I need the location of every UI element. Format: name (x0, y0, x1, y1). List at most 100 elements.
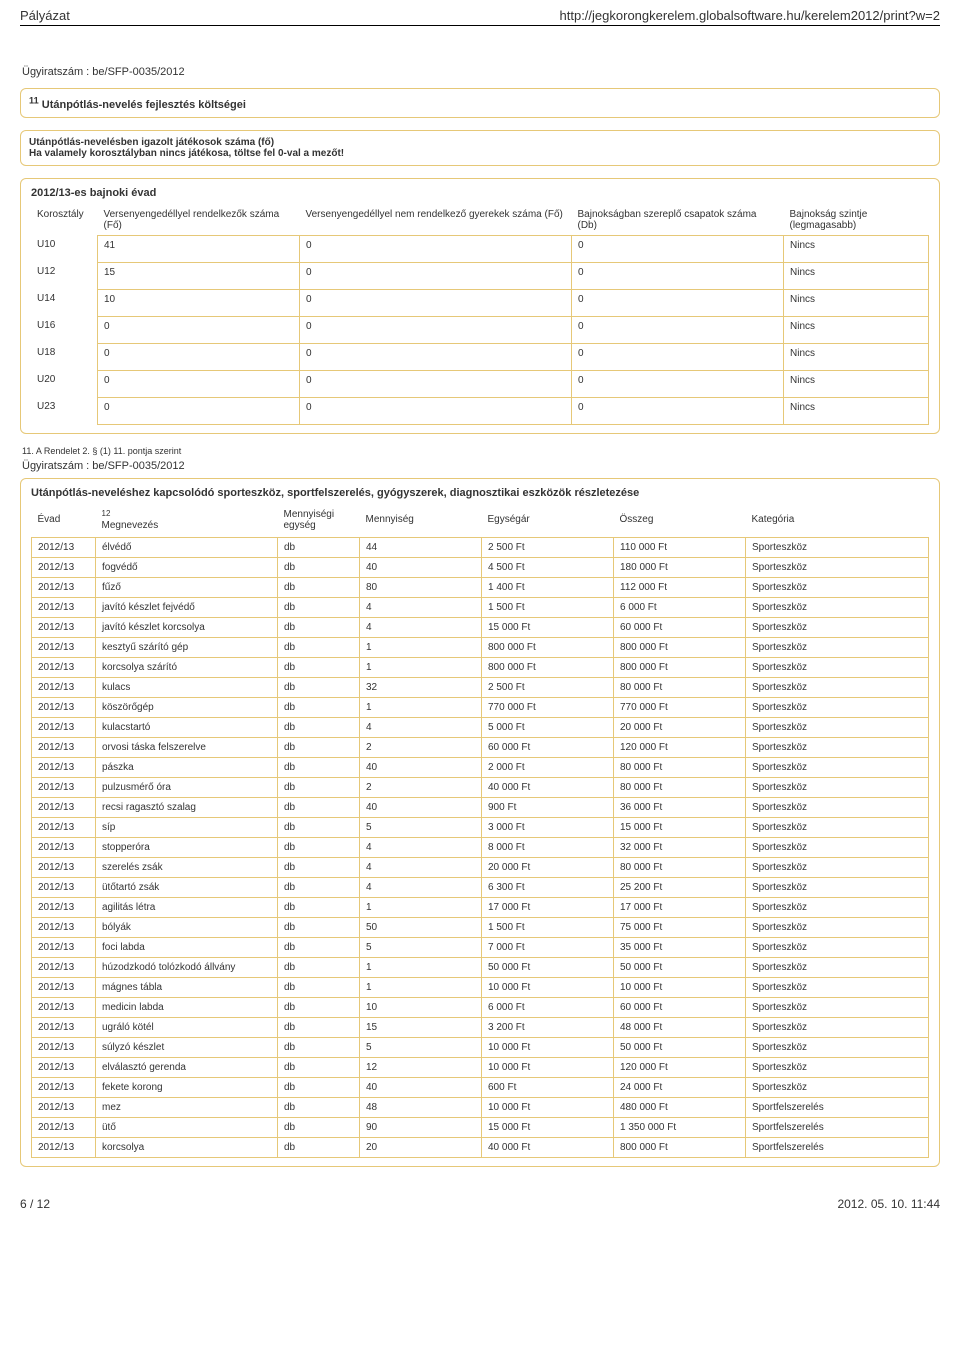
equip-cell-cat: Sporteszköz (746, 557, 929, 577)
equip-cell-qty: 40 (360, 557, 482, 577)
equip-cell-cat: Sporteszköz (746, 837, 929, 857)
table-row: 2012/13stopperóradb48 000 Ft32 000 FtSpo… (32, 837, 929, 857)
equip-cell-price: 20 000 Ft (482, 857, 614, 877)
age-th-4: Bajnokságban szereplő csapatok száma (Db… (572, 205, 784, 236)
equip-cell-evad: 2012/13 (32, 637, 96, 657)
equip-cell-name: elválasztó gerenda (96, 1057, 278, 1077)
equip-cell-price: 50 000 Ft (482, 957, 614, 977)
equip-cell-evad: 2012/13 (32, 937, 96, 957)
table-row: 2012/13korcsolyadb2040 000 Ft800 000 FtS… (32, 1137, 929, 1157)
equip-cell-qty: 12 (360, 1057, 482, 1077)
equip-cell-evad: 2012/13 (32, 657, 96, 677)
equip-cell-qty: 1 (360, 897, 482, 917)
equip-cell-qty: 15 (360, 1017, 482, 1037)
equip-cell-evad: 2012/13 (32, 917, 96, 937)
equip-cell-cat: Sporteszköz (746, 717, 929, 737)
equip-cell-sum: 20 000 Ft (614, 717, 746, 737)
age-cell-age: U14 (31, 289, 98, 316)
equip-cell-unit: db (278, 997, 360, 1017)
equip-cell-unit: db (278, 1137, 360, 1157)
table-row: 2012/13korcsolya szárítódb1800 000 Ft800… (32, 657, 929, 677)
equip-cell-cat: Sporteszköz (746, 997, 929, 1017)
equip-cell-name: ütőtartó zsák (96, 877, 278, 897)
table-row: 2012/13ütőtartó zsákdb46 300 Ft25 200 Ft… (32, 877, 929, 897)
equip-cell-unit: db (278, 677, 360, 697)
equip-th-sum: Összeg (614, 505, 746, 538)
age-cell-c: 0 (572, 262, 784, 289)
age-cell-a: 41 (98, 235, 300, 262)
equip-cell-evad: 2012/13 (32, 1097, 96, 1117)
equip-cell-name: pászka (96, 757, 278, 777)
equip-cell-evad: 2012/13 (32, 797, 96, 817)
equip-cell-qty: 1 (360, 637, 482, 657)
equip-cell-cat: Sporteszköz (746, 757, 929, 777)
equip-cell-evad: 2012/13 (32, 817, 96, 837)
equip-cell-sum: 6 000 Ft (614, 597, 746, 617)
equip-cell-cat: Sporteszköz (746, 617, 929, 637)
equip-cell-qty: 4 (360, 617, 482, 637)
equip-cell-unit: db (278, 1017, 360, 1037)
table-row: 2012/13kulacsdb322 500 Ft80 000 FtSporte… (32, 677, 929, 697)
equip-cell-qty: 2 (360, 737, 482, 757)
equip-cell-price: 10 000 Ft (482, 1037, 614, 1057)
age-cell-d: Nincs (784, 343, 929, 370)
age-cell-b: 0 (300, 343, 572, 370)
equip-cell-name: kesztyű szárító gép (96, 637, 278, 657)
equip-cell-cat: Sporteszköz (746, 1037, 929, 1057)
block1-title: Utánpótlás-nevelés fejlesztés költségei (42, 99, 246, 111)
equip-cell-evad: 2012/13 (32, 977, 96, 997)
age-cell-a: 10 (98, 289, 300, 316)
equip-cell-cat: Sporteszköz (746, 917, 929, 937)
age-cell-c: 0 (572, 397, 784, 424)
table-row: 2012/13fűződb801 400 Ft112 000 FtSportes… (32, 577, 929, 597)
equip-cell-price: 40 000 Ft (482, 1137, 614, 1157)
equip-cell-price: 8 000 Ft (482, 837, 614, 857)
equip-cell-price: 17 000 Ft (482, 897, 614, 917)
equip-cell-price: 15 000 Ft (482, 617, 614, 637)
table-row: 2012/13bólyákdb501 500 Ft75 000 FtSporte… (32, 917, 929, 937)
equip-cell-sum: 60 000 Ft (614, 997, 746, 1017)
equip-cell-unit: db (278, 977, 360, 997)
equip-cell-unit: db (278, 917, 360, 937)
equip-cell-unit: db (278, 1077, 360, 1097)
equip-cell-price: 900 Ft (482, 797, 614, 817)
equip-cell-cat: Sporteszköz (746, 1057, 929, 1077)
equip-cell-unit: db (278, 797, 360, 817)
equip-cell-price: 15 000 Ft (482, 1117, 614, 1137)
equip-cell-name: korcsolya (96, 1137, 278, 1157)
equip-cell-sum: 36 000 Ft (614, 797, 746, 817)
equip-cell-evad: 2012/13 (32, 557, 96, 577)
equip-cell-cat: Sporteszköz (746, 857, 929, 877)
equip-table: Évad 12Megnevezés Mennyiségi egység Menn… (31, 505, 929, 1158)
age-cell-age: U18 (31, 343, 98, 370)
age-cell-d: Nincs (784, 262, 929, 289)
equip-cell-name: fogvédő (96, 557, 278, 577)
equip-cell-evad: 2012/13 (32, 737, 96, 757)
table-row: 2012/13élvédődb442 500 Ft110 000 FtSport… (32, 537, 929, 557)
age-th-1: Korosztály (31, 205, 98, 236)
age-th-3: Versenyengedéllyel nem rendelkező gyerek… (300, 205, 572, 236)
equip-cell-sum: 800 000 Ft (614, 657, 746, 677)
equip-cell-evad: 2012/13 (32, 1037, 96, 1057)
equip-cell-cat: Sporteszköz (746, 577, 929, 597)
equip-cell-unit: db (278, 1037, 360, 1057)
age-cell-b: 0 (300, 262, 572, 289)
equip-cell-qty: 1 (360, 977, 482, 997)
table-row: 2012/13pászkadb402 000 Ft80 000 FtSporte… (32, 757, 929, 777)
equip-cell-sum: 48 000 Ft (614, 1017, 746, 1037)
equip-cell-price: 10 000 Ft (482, 1057, 614, 1077)
block-subtitle: Utánpótlás-nevelésben igazolt játékosok … (20, 130, 940, 166)
equip-cell-sum: 120 000 Ft (614, 1057, 746, 1077)
table-row: U141000Nincs (31, 289, 929, 316)
equip-cell-name: síp (96, 817, 278, 837)
equip-cell-name: agilitás létra (96, 897, 278, 917)
equip-cell-name: fűző (96, 577, 278, 597)
equip-cell-name: ütő (96, 1117, 278, 1137)
equip-cell-name: medicin labda (96, 997, 278, 1017)
equip-cell-evad: 2012/13 (32, 877, 96, 897)
equip-cell-qty: 4 (360, 857, 482, 877)
equip-cell-evad: 2012/13 (32, 677, 96, 697)
equip-cell-qty: 20 (360, 1137, 482, 1157)
equip-cell-unit: db (278, 957, 360, 977)
age-cell-d: Nincs (784, 316, 929, 343)
